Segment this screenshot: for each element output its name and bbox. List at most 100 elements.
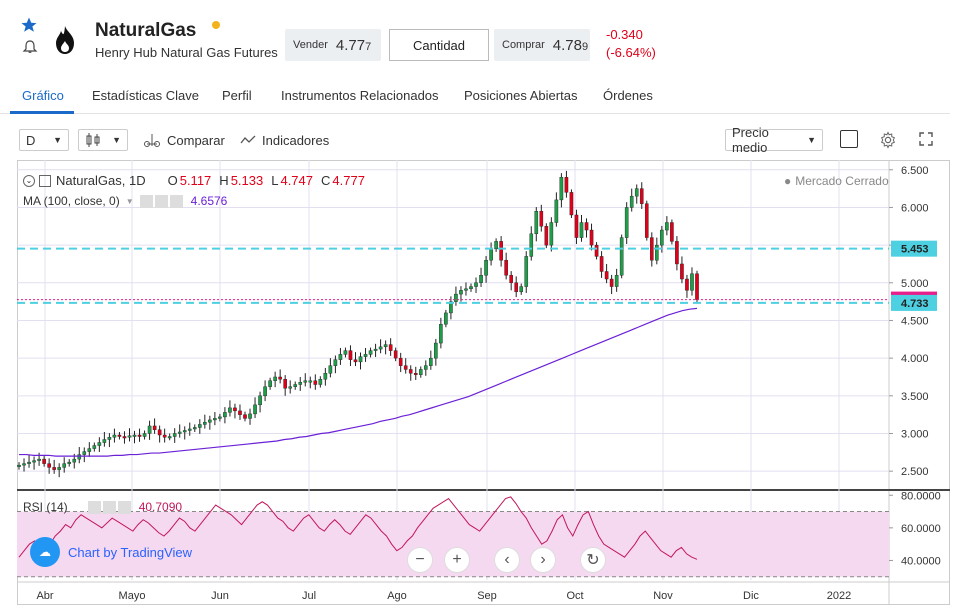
candle-body <box>122 436 127 439</box>
tab-posiciones[interactable]: Posiciones Abiertas <box>464 88 578 103</box>
bell-icon[interactable] <box>22 38 38 56</box>
chevron-down-icon: ▼ <box>112 135 121 145</box>
candle-body <box>519 286 524 293</box>
rsi-tick-label: 60.0000 <box>901 523 941 535</box>
candle-body <box>383 344 388 348</box>
candle-body <box>529 233 534 257</box>
buy-label: Comprar <box>502 39 545 51</box>
candle-body <box>695 273 699 300</box>
candle-body <box>268 380 272 387</box>
candle-body <box>599 256 604 272</box>
gear-icon[interactable] <box>102 500 116 514</box>
tab-perfil[interactable]: Perfil <box>222 88 252 103</box>
tab-estadisticas[interactable]: Estadísticas Clave <box>92 88 199 103</box>
candle-body <box>333 359 338 366</box>
y-tick-label: 3.000 <box>901 428 929 440</box>
candle-body <box>192 427 197 430</box>
candle-body <box>408 369 413 374</box>
y-tick-label: 2.500 <box>901 466 929 478</box>
fullscreen-toggle-icon[interactable] <box>840 130 858 148</box>
candle-body <box>454 293 458 302</box>
y-tick-label: 3.500 <box>901 391 929 403</box>
candle-body <box>514 282 519 293</box>
price-label-bg <box>891 294 937 311</box>
candle-body <box>489 248 493 261</box>
candle-body <box>539 211 544 227</box>
tab-ordenes[interactable]: Órdenes <box>603 88 653 103</box>
collapse-icon[interactable]: ⌄ <box>23 174 35 187</box>
quantity-input[interactable]: Cantidad <box>389 29 489 61</box>
x-tick-label: Jul <box>302 590 316 602</box>
price-chart[interactable]: Abr Mayo Jun Jul Ago Sep Oct Nov Dic 2022 6.500 6.0… <box>17 160 950 605</box>
candle-body <box>298 382 303 385</box>
candle-body <box>449 301 453 314</box>
chart-container[interactable]: Abr Mayo Jun Jul Ago Sep Oct Nov Dic 2022 6.500 6.0… <box>17 160 950 605</box>
eye-icon[interactable] <box>139 194 153 208</box>
candle-body <box>413 373 418 375</box>
x-tick-label: Mayo <box>119 590 146 602</box>
price-type-select[interactable]: Precio medio ▼ <box>725 125 823 155</box>
status-dot <box>212 21 220 29</box>
chevron-down-icon: ▼ <box>807 135 816 145</box>
tradingview-logo[interactable]: ☁ Chart by TradingView <box>30 537 192 567</box>
indicators-icon <box>240 135 256 144</box>
candle-body <box>564 177 569 193</box>
compare-button[interactable]: Comparar <box>143 129 225 151</box>
tab-grafico[interactable]: Gráfico <box>22 88 64 103</box>
close-icon[interactable] <box>169 194 183 208</box>
candle-body <box>569 192 574 216</box>
rsi-tick-label: 80.0000 <box>901 490 941 502</box>
candle-body <box>263 386 267 397</box>
candle-body <box>368 350 373 355</box>
interval-select[interactable]: D ▼ <box>19 129 69 151</box>
zoom-out-button[interactable]: − <box>407 547 433 573</box>
candle-body <box>604 271 609 280</box>
candle-body <box>655 244 659 261</box>
candle-body <box>388 344 393 351</box>
candle-body <box>484 259 488 276</box>
rsi-line <box>18 496 698 560</box>
expand-icon[interactable] <box>919 132 933 146</box>
gear-icon[interactable] <box>154 194 168 208</box>
y-tick-label: 4.500 <box>901 315 929 327</box>
gear-icon[interactable] <box>879 131 897 149</box>
price-change: -0.340 (-6.64%) <box>606 26 656 62</box>
tab-instrumentos[interactable]: Instrumentos Relacionados <box>281 88 439 103</box>
chevron-down-icon: ▼ <box>125 196 134 206</box>
candle-body <box>579 222 584 238</box>
candle-body <box>459 290 463 295</box>
indicators-label: Indicadores <box>262 132 330 148</box>
candle-body <box>87 448 92 452</box>
zoom-in-button[interactable]: + <box>444 547 470 573</box>
scroll-right-button[interactable]: › <box>530 547 556 573</box>
candle-body <box>208 419 212 423</box>
x-tick-label: Sep <box>477 590 497 602</box>
ma-label: MA (100, close, 0) <box>23 194 120 208</box>
candle-body <box>363 354 368 357</box>
reset-chart-button[interactable]: ↻ <box>580 547 606 573</box>
chart-type-select[interactable]: ▼ <box>78 129 128 151</box>
y-tick-label: 6.000 <box>901 202 929 214</box>
candle-body <box>614 275 619 287</box>
compare-label: Comparar <box>167 132 225 148</box>
tradingview-label: Chart by TradingView <box>68 544 193 560</box>
close-icon[interactable] <box>117 500 131 514</box>
candle-body <box>644 203 649 238</box>
scroll-left-button[interactable]: ‹ <box>494 547 520 573</box>
star-icon[interactable] <box>20 16 38 34</box>
buy-box[interactable]: Comprar 4.789 <box>494 29 590 61</box>
price-label: 5.453 <box>901 244 929 256</box>
tab-bar: Gráfico Estadísticas Clave Perfil Instru… <box>0 80 950 114</box>
indicators-button[interactable]: Indicadores <box>240 129 329 151</box>
sell-box[interactable]: Vender 4.777 <box>285 29 381 61</box>
candle-body <box>665 222 669 231</box>
rsi-label: RSI (14) <box>23 500 68 514</box>
open-value: 5.117 <box>179 173 212 188</box>
candle-body <box>273 376 277 381</box>
candle-body <box>152 425 157 430</box>
price-label: 4.733 <box>901 298 929 310</box>
minus-box-icon[interactable] <box>39 174 51 187</box>
candle-body <box>469 286 473 290</box>
candle-body <box>378 346 383 350</box>
eye-icon[interactable] <box>87 500 101 514</box>
